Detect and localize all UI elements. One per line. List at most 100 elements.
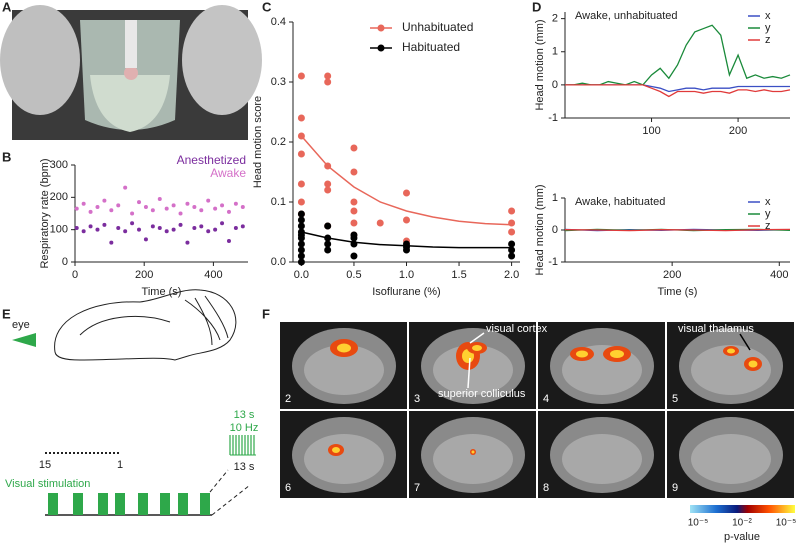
colorbar-tick: 10⁻² — [732, 518, 752, 529]
point — [150, 208, 155, 213]
point — [137, 227, 142, 232]
point — [213, 227, 218, 232]
point — [297, 258, 305, 266]
point — [233, 201, 238, 206]
annotation: visual thalamus — [678, 323, 754, 335]
y-tick-label: 0.4 — [271, 16, 286, 28]
point — [220, 221, 225, 226]
colorbar-tick: 10⁻⁵ — [688, 518, 709, 529]
point — [178, 222, 183, 227]
point — [157, 196, 162, 201]
panel-label: A — [2, 0, 12, 14]
slice-number: 8 — [543, 482, 549, 494]
point — [297, 180, 305, 188]
point — [297, 216, 305, 224]
point — [297, 150, 305, 158]
point — [178, 211, 183, 216]
x-tick-label: 1.0 — [399, 269, 414, 281]
point — [324, 186, 332, 194]
point — [185, 240, 190, 245]
point — [116, 226, 121, 231]
brain-inner — [304, 434, 384, 484]
activation-core — [332, 447, 340, 453]
y-tick-label: 0.3 — [271, 76, 286, 88]
series-line — [565, 84, 791, 98]
legend-label: x — [765, 196, 771, 208]
point — [137, 200, 142, 205]
x-axis-label: Time (s) — [142, 286, 182, 298]
brain-inner — [691, 434, 771, 484]
legend-label: Anesthetized — [177, 153, 246, 167]
brain-inner — [304, 345, 384, 395]
point — [81, 229, 86, 234]
diagram-label: 13 s — [234, 461, 255, 473]
x-tick-label: 400 — [770, 269, 788, 281]
point — [508, 252, 516, 260]
activation-core — [610, 350, 624, 358]
point — [297, 114, 305, 122]
colorbar-label: p-value — [724, 531, 760, 543]
y-axis-label: Head motion (mm) — [534, 184, 546, 275]
y-tick-label: 0 — [552, 79, 558, 91]
point — [102, 222, 107, 227]
point — [220, 203, 225, 208]
y-tick-label: 0.1 — [271, 196, 286, 208]
point — [297, 198, 305, 206]
legend-label: Awake — [210, 166, 246, 180]
diagram-label: 15 — [39, 459, 51, 471]
point — [403, 216, 410, 224]
point — [324, 180, 332, 188]
diagram-label: 10 Hz — [230, 422, 259, 434]
panel-label: F — [262, 306, 270, 321]
y-tick-label: 200 — [50, 191, 68, 203]
x-tick-label: 200 — [663, 269, 681, 281]
y-tick-label: 0 — [552, 224, 558, 236]
point — [102, 198, 107, 203]
point — [350, 207, 358, 215]
legend-label: Habituated — [402, 40, 460, 54]
y-tick-label: 1 — [552, 46, 558, 58]
slice-number: 9 — [672, 482, 678, 494]
point — [192, 205, 197, 210]
fit-line — [300, 135, 512, 226]
point — [185, 201, 190, 206]
activation-core — [727, 348, 735, 354]
point — [164, 229, 169, 234]
point — [143, 205, 148, 210]
point — [143, 237, 148, 242]
point — [206, 229, 211, 234]
point — [350, 219, 358, 227]
fit-line — [301, 231, 512, 249]
point — [130, 221, 135, 226]
arrow — [467, 357, 471, 389]
point — [95, 227, 100, 232]
point — [109, 208, 114, 213]
point — [130, 211, 135, 216]
point — [403, 246, 410, 254]
slice-number: 5 — [672, 393, 678, 405]
point — [226, 209, 231, 214]
point — [123, 185, 128, 190]
point — [297, 72, 305, 80]
point — [240, 205, 245, 210]
y-tick-label: -1 — [548, 256, 558, 268]
arrow — [469, 332, 485, 344]
point — [123, 229, 128, 234]
point — [199, 224, 204, 229]
colorbar-tick: 10⁻⁵ — [776, 518, 797, 529]
legend-label: Unhabituated — [402, 20, 473, 34]
diagram-label: Visual stimulation — [5, 478, 90, 490]
point — [403, 189, 410, 197]
point — [81, 201, 86, 206]
point — [150, 224, 155, 229]
diagram-label: eye — [12, 319, 30, 331]
y-tick-label: 100 — [50, 224, 68, 236]
legend-label: y — [765, 208, 771, 220]
point — [350, 168, 358, 176]
brain-inner — [562, 434, 642, 484]
activation-core — [337, 343, 351, 353]
point — [226, 238, 231, 243]
point — [324, 222, 332, 230]
point — [508, 207, 516, 215]
legend-label: y — [765, 22, 771, 34]
